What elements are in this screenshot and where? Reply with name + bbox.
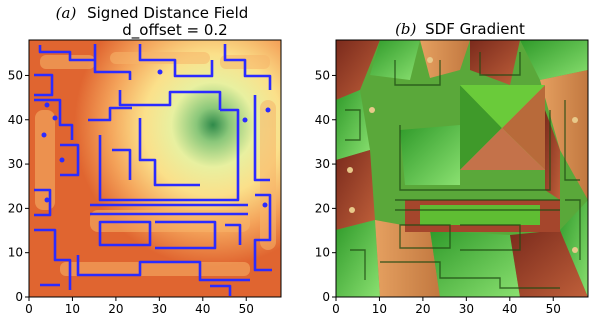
panel-b-plot — [336, 40, 588, 297]
panel-a-ytick-label: 10 — [8, 246, 23, 260]
panel-a-xtick-label: 40 — [195, 302, 210, 316]
panel-b-highlights — [347, 57, 578, 253]
panel-b-title: (b) SDF Gradient — [395, 20, 525, 38]
panel-a-xtick-label: 10 — [65, 302, 80, 316]
panel-b-xtick-label: 30 — [459, 302, 474, 316]
panel-b-tag: (b) — [395, 20, 416, 38]
panel-a-plot — [29, 40, 281, 297]
panel-a-tag: (a) — [56, 4, 77, 22]
panel-a-title-line2: d_offset = 0.2 — [122, 21, 227, 40]
panel-b-ytick-label: 20 — [315, 201, 330, 215]
panel-a-dots — [41, 69, 271, 208]
panel-b-edges — [345, 52, 581, 289]
panel-a-xtick-label: 0 — [25, 302, 33, 316]
panel-b-ytick-label: 0 — [322, 290, 330, 304]
panel-b-ytick-label: 30 — [315, 157, 330, 171]
panel-a-ytick-label: 40 — [8, 113, 23, 127]
panel-b: (b) SDF Gradient — [315, 20, 589, 316]
panel-a-xtick-label: 20 — [108, 302, 123, 316]
panel-a-frame — [28, 39, 282, 298]
panel-a-ytick-label: 20 — [8, 201, 23, 215]
panel-b-xtick-label: 20 — [415, 302, 430, 316]
panel-a-ytick-label: 50 — [8, 68, 23, 82]
panel-b-facets — [336, 40, 588, 297]
panel-a-axes: 0 10 20 30 40 50 0 10 20 30 40 50 — [8, 68, 254, 316]
panel-a-contours — [34, 44, 272, 296]
panel-a-title-line1: (a) Signed Distance Field — [56, 4, 249, 22]
panel-a-title-text: Signed Distance Field — [87, 4, 248, 22]
panel-b-xtick-label: 10 — [372, 302, 387, 316]
panel-a-xtick-label: 50 — [239, 302, 254, 316]
panel-b-xtick-label: 50 — [546, 302, 561, 316]
panel-b-ytick-label: 10 — [315, 246, 330, 260]
panel-b-frame — [335, 39, 589, 298]
panel-a-xtick-label: 30 — [152, 302, 167, 316]
panel-a-ytick-label: 0 — [15, 290, 23, 304]
panel-b-ytick-label: 50 — [315, 68, 330, 82]
panel-b-axes: 0 10 20 30 40 50 0 10 20 30 40 50 — [315, 68, 561, 316]
panel-a: (a) Signed Distance Field d_offset = 0.2 — [8, 4, 282, 316]
panel-b-xtick-label: 0 — [332, 302, 340, 316]
panel-a-ytick-label: 30 — [8, 157, 23, 171]
panel-b-title-text: SDF Gradient — [425, 20, 525, 38]
panel-b-ytick-label: 40 — [315, 113, 330, 127]
panel-b-xtick-label: 40 — [502, 302, 517, 316]
